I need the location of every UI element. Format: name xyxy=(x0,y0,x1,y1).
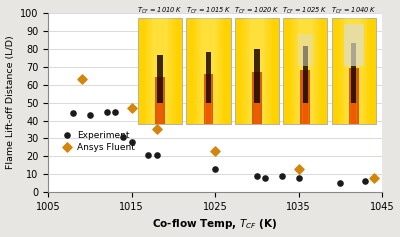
Bar xyxy=(302,103,309,124)
Bar xyxy=(347,18,360,124)
Text: $T_{CF}$ = 1020 K: $T_{CF}$ = 1020 K xyxy=(234,5,280,16)
Experiment xyxy=(145,153,152,156)
Bar xyxy=(250,18,264,124)
X-axis label: Co-flow Temp, $T_{CF}$ (K): Co-flow Temp, $T_{CF}$ (K) xyxy=(152,217,278,232)
Bar xyxy=(205,103,212,124)
Bar xyxy=(196,18,220,124)
Bar xyxy=(150,18,170,124)
Bar xyxy=(195,18,222,124)
Experiment xyxy=(70,111,76,115)
Ansys Fluent xyxy=(370,176,377,180)
Bar xyxy=(350,103,357,124)
Text: $T_{CF}$ = 1015 K: $T_{CF}$ = 1015 K xyxy=(186,5,231,16)
Ansys Fluent xyxy=(128,106,135,110)
Bar xyxy=(299,18,312,124)
Bar xyxy=(202,18,215,124)
Bar xyxy=(152,18,168,124)
Bar xyxy=(342,18,366,124)
Bar xyxy=(248,18,265,124)
Bar xyxy=(148,18,172,124)
Bar xyxy=(254,49,260,124)
Bar xyxy=(193,18,224,124)
Bar xyxy=(293,18,317,124)
Bar xyxy=(298,34,313,66)
Text: $T_{CF}$ = 1010 K: $T_{CF}$ = 1010 K xyxy=(137,5,183,16)
Bar xyxy=(158,55,163,124)
Bar xyxy=(154,18,167,124)
Bar xyxy=(200,18,217,124)
Bar xyxy=(303,46,308,124)
Experiment xyxy=(296,176,302,180)
Bar xyxy=(144,18,176,124)
Bar xyxy=(344,18,364,124)
Experiment xyxy=(104,110,110,114)
Bar xyxy=(295,18,316,124)
Bar xyxy=(290,18,321,124)
Experiment xyxy=(128,140,135,144)
Bar xyxy=(344,24,364,66)
Bar xyxy=(351,43,356,124)
Bar xyxy=(247,18,267,124)
Bar xyxy=(297,18,314,124)
Bar xyxy=(138,18,182,124)
Experiment xyxy=(212,167,218,171)
Bar xyxy=(345,18,362,124)
Ansys Fluent xyxy=(212,149,218,153)
Bar xyxy=(204,74,213,124)
Experiment xyxy=(87,113,93,117)
Y-axis label: Flame Lift-off Distance (L/D): Flame Lift-off Distance (L/D) xyxy=(6,36,14,169)
Experiment xyxy=(362,179,369,183)
Experiment xyxy=(279,174,285,178)
Bar xyxy=(206,52,211,124)
Bar xyxy=(243,18,271,124)
Text: $T_{CF}$ = 1025 K: $T_{CF}$ = 1025 K xyxy=(282,5,328,16)
Bar xyxy=(242,18,272,124)
Bar xyxy=(349,68,359,124)
Bar xyxy=(300,70,310,124)
Bar xyxy=(146,18,174,124)
Bar xyxy=(155,77,165,124)
Bar xyxy=(157,103,163,124)
Ansys Fluent xyxy=(78,77,85,81)
Bar xyxy=(235,18,279,124)
Bar xyxy=(254,103,260,124)
Bar xyxy=(340,18,368,124)
Experiment xyxy=(254,174,260,178)
Legend: Experiment, Ansys Fluent: Experiment, Ansys Fluent xyxy=(60,128,139,155)
Experiment xyxy=(112,110,118,114)
Experiment xyxy=(262,176,268,180)
Bar xyxy=(198,18,219,124)
Ansys Fluent xyxy=(154,128,160,131)
Experiment xyxy=(337,181,344,185)
Bar xyxy=(252,72,262,124)
Bar xyxy=(332,18,376,124)
Text: $T_{CF}$ = 1040 K: $T_{CF}$ = 1040 K xyxy=(331,5,376,16)
Bar xyxy=(283,18,328,124)
Experiment xyxy=(154,153,160,156)
Experiment xyxy=(120,135,126,139)
Bar xyxy=(245,18,269,124)
Bar xyxy=(186,18,231,124)
Ansys Fluent xyxy=(296,167,302,171)
Bar xyxy=(292,18,319,124)
Bar xyxy=(338,18,369,124)
